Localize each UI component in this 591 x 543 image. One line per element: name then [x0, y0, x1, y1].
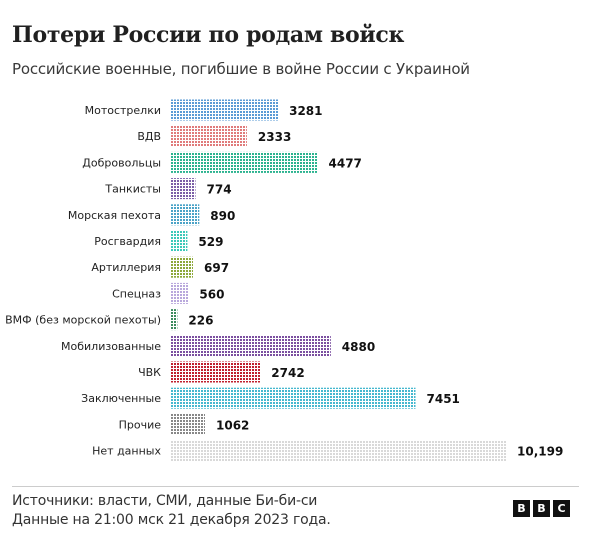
value-label: 1062	[216, 418, 249, 432]
value-label: 2333	[258, 130, 291, 144]
category-label: Танкисты	[104, 183, 161, 196]
value-label: 3281	[289, 104, 322, 118]
bar	[170, 151, 318, 173]
category-label: Мотострелки	[85, 104, 161, 117]
value-label: 4880	[342, 340, 375, 354]
category-label: Спецназ	[112, 287, 161, 300]
bar	[170, 230, 188, 252]
value-label: 4477	[329, 156, 362, 170]
logo-letter: B	[513, 500, 530, 517]
chart-title: Потери России по родам войск	[12, 22, 405, 48]
value-label: 560	[199, 287, 224, 301]
bars-layer: Мотострелки 3281 ВДВ 2333 Добровольцы 4477 Тан…	[5, 99, 563, 462]
category-label: Морская пехота	[68, 209, 161, 222]
value-label: 2742	[271, 366, 304, 380]
bar	[170, 413, 205, 435]
value-label: 890	[210, 209, 235, 223]
value-label: 7451	[427, 392, 460, 406]
date-line: Данные на 21:00 мск 21 декабря 2023 года…	[12, 512, 331, 528]
category-label: Нет данных	[92, 445, 161, 458]
bar	[170, 99, 279, 121]
category-label: Росгвардия	[94, 235, 161, 248]
category-label: ВДВ	[137, 130, 161, 143]
bbc-logo: B B C	[513, 500, 570, 517]
bar	[170, 282, 189, 304]
footer-divider	[12, 486, 579, 487]
bar	[170, 256, 193, 278]
value-label: 697	[204, 261, 229, 275]
logo-letter: B	[533, 500, 550, 517]
category-label: ВМФ (без морской пехоты)	[5, 314, 161, 327]
category-label: Прочие	[119, 418, 162, 431]
category-label: ЧВК	[138, 366, 161, 379]
value-label: 10,199	[517, 445, 563, 459]
logo-letter: C	[553, 500, 570, 517]
footer-source: Источники: власти, СМИ, данные Би-би-си …	[12, 492, 331, 530]
category-label: Артиллерия	[91, 261, 161, 274]
bar	[170, 125, 247, 147]
category-label: Заключенные	[81, 392, 161, 405]
bar	[170, 361, 261, 383]
bar	[170, 440, 506, 462]
bar	[170, 309, 178, 331]
category-label: Мобилизованные	[61, 340, 161, 353]
bar	[170, 387, 416, 409]
bar	[170, 178, 196, 200]
chart-subtitle: Российские военные, погибшие в войне Рос…	[12, 60, 470, 78]
category-label: Добровольцы	[82, 156, 161, 169]
value-label: 226	[188, 314, 213, 328]
bar	[170, 335, 331, 357]
source-line: Источники: власти, СМИ, данные Би-би-си	[12, 493, 318, 509]
value-label: 529	[198, 235, 223, 249]
bar	[170, 204, 200, 226]
value-label: 774	[207, 183, 232, 197]
bar-chart: Мотострелки 3281 ВДВ 2333 Добровольцы 4477 Тан…	[5, 99, 563, 462]
